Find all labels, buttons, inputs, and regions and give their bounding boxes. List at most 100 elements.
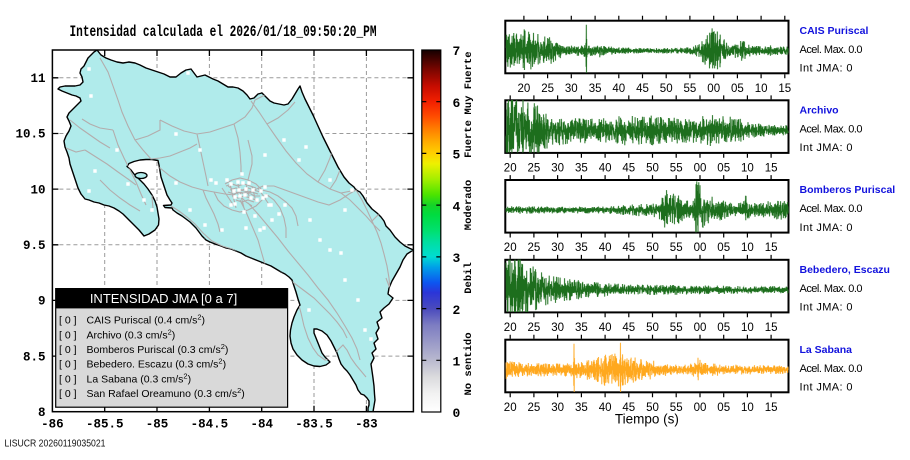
svg-text:1: 1 <box>453 355 461 370</box>
svg-text:Int JMA: 0: Int JMA: 0 <box>800 222 853 234</box>
svg-text:00: 00 <box>694 242 707 254</box>
svg-text:San Rafael Oreamuno (0.3 cm/s2: San Rafael Oreamuno (0.3 cm/s2) <box>87 386 245 400</box>
svg-text:Fuerte: Fuerte <box>463 120 475 158</box>
svg-text:45: 45 <box>622 162 635 174</box>
svg-text:55: 55 <box>670 242 683 254</box>
svg-text:50: 50 <box>646 322 659 334</box>
svg-text:7: 7 <box>453 44 461 59</box>
svg-text:Moderado: Moderado <box>463 180 475 230</box>
svg-text:9: 9 <box>38 295 46 309</box>
svg-text:20: 20 <box>518 83 531 95</box>
svg-text:20: 20 <box>504 162 517 174</box>
svg-text:Archivo: Archivo <box>800 105 839 117</box>
svg-text:30: 30 <box>565 83 578 95</box>
svg-text:10: 10 <box>741 402 754 414</box>
svg-text:00: 00 <box>707 83 720 95</box>
svg-text:05: 05 <box>717 322 730 334</box>
svg-text:Tiempo (s): Tiempo (s) <box>615 412 679 427</box>
svg-text:10: 10 <box>741 162 754 174</box>
svg-text:10: 10 <box>755 83 768 95</box>
svg-text:30: 30 <box>551 402 564 414</box>
svg-text:50: 50 <box>646 242 659 254</box>
svg-text:No sentido: No sentido <box>463 332 475 395</box>
svg-text:15: 15 <box>765 322 778 334</box>
svg-text:55: 55 <box>670 402 683 414</box>
svg-text:50: 50 <box>660 83 673 95</box>
svg-text:20: 20 <box>504 402 517 414</box>
svg-text:25: 25 <box>528 402 541 414</box>
svg-text:6: 6 <box>453 96 461 111</box>
svg-text:La Sabana: La Sabana <box>800 344 853 356</box>
svg-text:-86: -86 <box>41 418 64 432</box>
svg-text:35: 35 <box>575 242 588 254</box>
svg-text:3: 3 <box>453 251 461 266</box>
svg-text:35: 35 <box>589 83 602 95</box>
svg-text:00: 00 <box>694 402 707 414</box>
svg-text:Bomberos Puriscal (0.3 cm/s2): Bomberos Puriscal (0.3 cm/s2) <box>87 342 229 356</box>
svg-text:25: 25 <box>541 83 554 95</box>
svg-text:Int JMA: 0: Int JMA: 0 <box>800 302 853 314</box>
svg-text:8: 8 <box>38 406 46 420</box>
svg-text:40: 40 <box>612 83 625 95</box>
svg-text:-85: -85 <box>146 418 169 432</box>
svg-text:4: 4 <box>453 199 461 214</box>
svg-text:55: 55 <box>670 162 683 174</box>
svg-text:Acel. Max. 0.0: Acel. Max. 0.0 <box>800 203 863 215</box>
svg-text:-84.5: -84.5 <box>191 418 229 432</box>
svg-text:20: 20 <box>504 242 517 254</box>
svg-text:5: 5 <box>453 148 461 163</box>
svg-text:50: 50 <box>646 402 659 414</box>
svg-text:05: 05 <box>717 242 730 254</box>
svg-text:-83: -83 <box>355 418 378 432</box>
svg-text:[ 0 ]: [ 0 ] <box>59 359 77 371</box>
svg-text:30: 30 <box>551 162 564 174</box>
svg-text:Int JMA: 0: Int JMA: 0 <box>800 382 853 394</box>
svg-text:30: 30 <box>551 242 564 254</box>
svg-text:55: 55 <box>684 83 697 95</box>
svg-text:05: 05 <box>717 402 730 414</box>
svg-text:9.5: 9.5 <box>23 239 46 253</box>
svg-text:-83.5: -83.5 <box>295 418 333 432</box>
svg-text:Int JMA: 0: Int JMA: 0 <box>800 63 853 75</box>
svg-text:Acel. Max. 0.0: Acel. Max. 0.0 <box>800 283 863 295</box>
svg-text:25: 25 <box>528 322 541 334</box>
svg-text:10: 10 <box>741 242 754 254</box>
svg-text:[ 0 ]: [ 0 ] <box>59 315 77 327</box>
svg-text:Int JMA: 0: Int JMA: 0 <box>800 142 853 154</box>
svg-text:45: 45 <box>622 242 635 254</box>
svg-text:CAIS Puriscal: CAIS Puriscal <box>800 25 869 37</box>
svg-text:Bebedero. Escazu (0.3 cm/s2): Bebedero. Escazu (0.3 cm/s2) <box>87 357 227 371</box>
svg-text:45: 45 <box>636 83 649 95</box>
svg-text:[ 0 ]: [ 0 ] <box>59 344 77 356</box>
svg-text:CAIS Puriscal (0.4 cm/s2): CAIS Puriscal (0.4 cm/s2) <box>87 313 206 327</box>
svg-text:Bebedero, Escazu: Bebedero, Escazu <box>800 264 890 276</box>
svg-text:Acel. Max. 0.0: Acel. Max. 0.0 <box>800 44 863 56</box>
svg-text:05: 05 <box>731 83 744 95</box>
svg-text:05: 05 <box>717 162 730 174</box>
svg-text:20: 20 <box>504 322 517 334</box>
svg-text:[ 0 ]: [ 0 ] <box>59 373 77 385</box>
svg-text:2: 2 <box>453 303 461 318</box>
svg-text:25: 25 <box>528 242 541 254</box>
svg-text:LISUCR 20260119035021: LISUCR 20260119035021 <box>5 438 106 450</box>
svg-text:-85.5: -85.5 <box>86 418 124 432</box>
svg-text:30: 30 <box>551 322 564 334</box>
svg-text:15: 15 <box>778 83 791 95</box>
svg-text:[ 0 ]: [ 0 ] <box>59 388 77 400</box>
svg-text:50: 50 <box>646 162 659 174</box>
svg-text:00: 00 <box>694 322 707 334</box>
svg-text:15: 15 <box>765 402 778 414</box>
svg-text:La Sabana (0.3 cm/s2): La Sabana (0.3 cm/s2) <box>87 371 192 385</box>
svg-text:Archivo (0.3 cm/s2): Archivo (0.3 cm/s2) <box>87 327 176 341</box>
svg-text:8.5: 8.5 <box>23 350 46 364</box>
svg-text:35: 35 <box>575 402 588 414</box>
svg-text:INTENSIDAD JMA [0 a 7]: INTENSIDAD JMA [0 a 7] <box>90 291 237 306</box>
svg-text:Bomberos Puriscal: Bomberos Puriscal <box>800 184 896 196</box>
svg-text:45: 45 <box>622 322 635 334</box>
svg-text:Muy Fuerte: Muy Fuerte <box>463 51 475 114</box>
svg-text:40: 40 <box>599 242 612 254</box>
svg-text:10: 10 <box>741 322 754 334</box>
svg-text:Debil: Debil <box>463 262 475 294</box>
svg-text:Intensidad calculada el 2026/0: Intensidad calculada el 2026/01/18_09:50… <box>70 23 377 41</box>
svg-text:15: 15 <box>765 162 778 174</box>
